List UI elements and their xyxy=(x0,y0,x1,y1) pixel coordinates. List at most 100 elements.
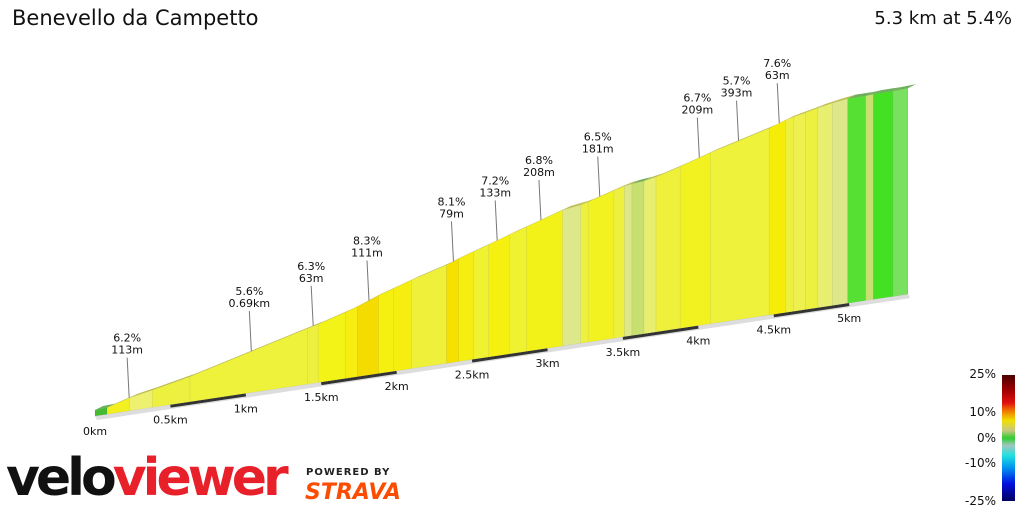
callout-grade: 7.6% xyxy=(763,57,791,70)
profile-segment xyxy=(587,189,615,343)
x-tick-label: 0km xyxy=(83,425,107,438)
callout-length: 63m xyxy=(765,69,790,82)
callout-line xyxy=(736,100,740,141)
profile-segment xyxy=(473,244,489,360)
profile-top-surface xyxy=(378,284,402,296)
profile-segment xyxy=(785,116,794,313)
profile-segment xyxy=(393,279,413,372)
profile-segment xyxy=(94,407,108,417)
profile-segment xyxy=(152,376,191,408)
x-tick-label: 1km xyxy=(234,402,258,415)
profile-segment xyxy=(307,323,319,385)
profile-top-surface xyxy=(526,206,571,227)
profile-segment xyxy=(847,95,867,304)
profile-segment xyxy=(488,233,511,358)
callout-grade: 6.8% xyxy=(525,154,553,167)
climb-title: Benevello da Campetto xyxy=(12,6,259,30)
profile-segment xyxy=(317,311,346,383)
callout-line xyxy=(696,117,700,158)
profile-segment xyxy=(892,87,909,297)
profile-segment xyxy=(631,180,645,336)
climb-summary: 5.3 km at 5.4% xyxy=(874,8,1012,29)
profile-segment xyxy=(817,102,833,309)
callout-grade: 6.2% xyxy=(113,332,141,345)
legend-label: 0% xyxy=(976,431,996,445)
callout-length: 208m xyxy=(523,166,555,179)
profile-segment xyxy=(873,90,894,300)
profile-segment xyxy=(411,264,447,369)
profile-segment xyxy=(768,119,787,316)
x-tick-label: 3km xyxy=(535,357,559,370)
callout-grade: 8.1% xyxy=(437,195,465,208)
km-band xyxy=(471,348,548,363)
km-band xyxy=(170,393,247,408)
callout-line xyxy=(126,357,130,398)
x-tick-label: 4km xyxy=(686,335,710,348)
callout-grade: 6.3% xyxy=(297,260,325,273)
callout-grade: 6.5% xyxy=(584,131,612,144)
callout-length: 63m xyxy=(299,272,324,285)
profile-segment xyxy=(655,166,681,333)
x-tick-label: 2km xyxy=(385,380,409,393)
profile-top-surface xyxy=(411,260,455,280)
profile-segment xyxy=(865,93,874,301)
profile-top-surface xyxy=(588,186,622,202)
callout-line xyxy=(597,156,601,197)
callout-length: 113m xyxy=(111,344,143,357)
x-tick-label: 4.5km xyxy=(756,323,791,336)
profile-top-surface xyxy=(710,124,778,153)
profile-segment xyxy=(643,176,657,335)
callout-length: 393m xyxy=(721,87,753,100)
powered-by-label: POWERED BY xyxy=(306,467,391,478)
profile-top-surface xyxy=(624,179,640,187)
veloviewer-logo: veloviewer xyxy=(6,448,289,508)
profile-segment xyxy=(710,127,770,325)
x-tick-label: 2.5km xyxy=(455,369,490,382)
profile-top-surface xyxy=(95,403,116,410)
profile-top-surface xyxy=(832,94,856,103)
profile-segment xyxy=(446,258,459,364)
callout-grade: 6.7% xyxy=(683,92,711,105)
callout-line xyxy=(450,221,454,262)
profile-top-surface xyxy=(892,84,916,92)
callout-length: 133m xyxy=(479,186,511,199)
profile-top-surface xyxy=(580,197,597,205)
profile-top-surface xyxy=(509,222,535,235)
legend-label: -25% xyxy=(964,494,996,508)
callout-grade: 5.7% xyxy=(723,75,751,88)
profile-top-surface xyxy=(473,240,497,252)
x-tick-label: 1.5km xyxy=(304,391,339,404)
callout-grade: 5.6% xyxy=(235,285,263,298)
x-tick-label: 0.5km xyxy=(153,414,188,427)
profile-top-surface xyxy=(307,320,327,329)
callout-line xyxy=(310,285,314,326)
profile-segment xyxy=(526,209,563,352)
gradient-legend-bar xyxy=(1002,375,1015,501)
profile-top-surface xyxy=(644,172,665,181)
profile-top-surface xyxy=(656,162,689,177)
profile-top-surface xyxy=(785,112,802,120)
profile-top-surface xyxy=(873,87,901,95)
callout-length: 209m xyxy=(681,104,713,117)
profile-segment xyxy=(378,287,394,374)
profile-segment xyxy=(832,98,848,306)
callout-grade: 8.3% xyxy=(353,235,381,248)
profile-segment xyxy=(805,107,818,310)
x-tick-label: 3.5km xyxy=(606,346,641,359)
profile-top-surface xyxy=(129,386,161,398)
profile-top-surface xyxy=(458,247,482,259)
km-band xyxy=(622,325,699,340)
callout-length: 0.69km xyxy=(229,297,271,310)
profile-segment xyxy=(679,152,711,329)
callout-length: 79m xyxy=(439,207,464,220)
profile-segment xyxy=(624,183,633,338)
profile-segment xyxy=(562,204,581,347)
profile-top-surface xyxy=(847,91,874,99)
callout-length: 181m xyxy=(582,143,614,156)
profile-segment xyxy=(509,226,527,355)
strava-logo: STRAVA xyxy=(305,480,401,505)
profile-top-surface xyxy=(817,98,841,109)
profile-segment xyxy=(580,201,589,344)
profile-top-surface xyxy=(488,230,518,245)
